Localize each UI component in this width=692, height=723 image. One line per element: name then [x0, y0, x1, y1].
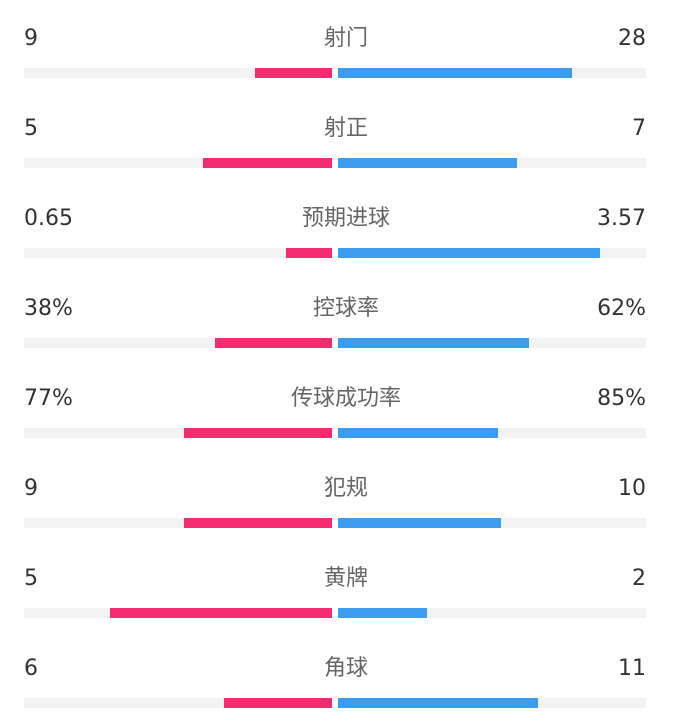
away-value-label: 7 — [632, 116, 646, 141]
away-value-label: 62% — [597, 296, 646, 321]
away-bar-track — [338, 248, 646, 258]
home-value-label: 38% — [24, 296, 73, 321]
stat-row: 5 射正 7 — [0, 90, 692, 180]
home-bar-track — [24, 338, 332, 348]
home-bar — [224, 698, 332, 708]
stat-row: 38% 控球率 62% — [0, 270, 692, 360]
home-bar-track — [24, 428, 332, 438]
home-bar-track — [24, 518, 332, 528]
home-bar-track — [24, 608, 332, 618]
away-bar — [338, 338, 529, 348]
away-value-label: 2 — [632, 566, 646, 591]
home-bar-track — [24, 698, 332, 708]
away-bar — [338, 518, 501, 528]
home-value-label: 77% — [24, 386, 73, 411]
away-bar — [338, 158, 517, 168]
away-bar-track — [338, 158, 646, 168]
away-value-label: 85% — [597, 386, 646, 411]
home-bar — [184, 518, 332, 528]
away-bar — [338, 68, 572, 78]
away-bar — [338, 428, 498, 438]
home-bar — [203, 158, 332, 168]
away-bar-track — [338, 698, 646, 708]
home-value-label: 6 — [24, 656, 38, 681]
home-value-label: 5 — [24, 566, 38, 591]
stat-name-label: 控球率 — [312, 296, 379, 321]
away-value-label: 10 — [618, 476, 646, 501]
away-bar — [338, 698, 538, 708]
away-bar-track — [338, 518, 646, 528]
away-bar-track — [338, 608, 646, 618]
stat-name-label: 传球成功率 — [290, 386, 401, 411]
away-value-label: 11 — [618, 656, 646, 681]
home-bar-track — [24, 158, 332, 168]
away-value-label: 28 — [618, 26, 646, 51]
home-bar — [215, 338, 332, 348]
home-value-label: 9 — [24, 476, 38, 501]
stat-row: 9 犯规 10 — [0, 450, 692, 540]
stat-row: 77% 传球成功率 85% — [0, 360, 692, 450]
stat-name-label: 射正 — [323, 116, 368, 141]
away-value-label: 3.57 — [597, 206, 646, 231]
stat-row: 0.65 预期进球 3.57 — [0, 180, 692, 270]
home-bar-track — [24, 248, 332, 258]
away-bar-track — [338, 68, 646, 78]
stat-name-label: 犯规 — [323, 476, 368, 501]
stat-row: 9 射门 28 — [0, 0, 692, 90]
stat-name-label: 黄牌 — [323, 566, 368, 591]
home-bar — [110, 608, 332, 618]
away-bar — [338, 248, 600, 258]
stat-row: 5 黄牌 2 — [0, 540, 692, 630]
home-bar-track — [24, 68, 332, 78]
away-bar-track — [338, 428, 646, 438]
stat-name-label: 角球 — [323, 656, 368, 681]
home-bar — [184, 428, 332, 438]
stat-row: 6 角球 11 — [0, 630, 692, 720]
home-value-label: 5 — [24, 116, 38, 141]
home-value-label: 9 — [24, 26, 38, 51]
home-bar — [255, 68, 332, 78]
home-bar — [286, 248, 332, 258]
stat-name-label: 射门 — [323, 26, 368, 51]
away-bar-track — [338, 338, 646, 348]
away-bar — [338, 608, 427, 618]
stat-name-label: 预期进球 — [301, 206, 390, 231]
home-value-label: 0.65 — [24, 206, 73, 231]
